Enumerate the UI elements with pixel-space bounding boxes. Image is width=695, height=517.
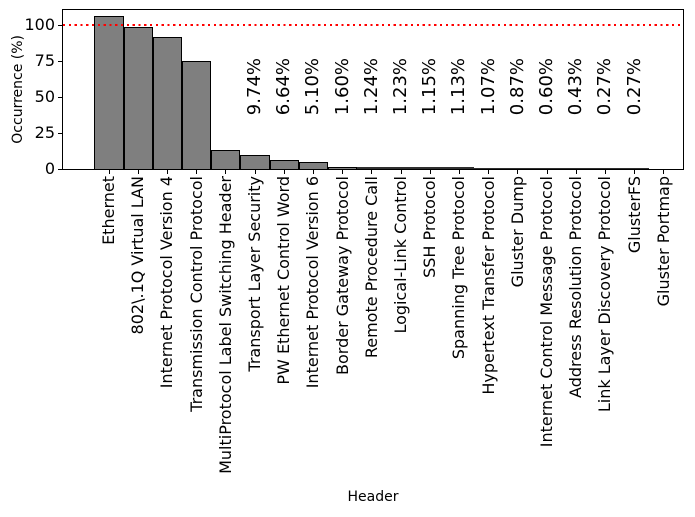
- x-tick-label-link-layer-discovery-protocol: Link Layer Discovery Protocol: [595, 176, 615, 413]
- x-tick-mark: [283, 170, 285, 174]
- bar-ethernet: [94, 16, 124, 169]
- bar-hypertext-transfer-protocol: [474, 167, 504, 169]
- bar-internet-protocol-version-4: [152, 36, 182, 169]
- y-tick-mark: [58, 60, 62, 62]
- x-tick-mark: [400, 170, 402, 174]
- bar-value-label-internet-protocol-version-6: 5.10%: [302, 57, 324, 115]
- bar-address-resolution-protocol: [561, 168, 591, 169]
- x-tick-label-gluster-dump: Gluster Dump: [507, 176, 527, 288]
- bar-glusterfs: [620, 168, 650, 169]
- bar-value-label-internet-control-message-protocol: 0.60%: [536, 57, 557, 115]
- bar-multiprotocol-label-switching-header: [211, 149, 241, 169]
- x-tick-label-pw-ethernet-control-word: PW Ethernet Control Word: [274, 176, 294, 385]
- bar-value-label-border-gateway-protocol: 1.60%: [331, 57, 353, 115]
- x-tick-label-transport-layer-security: Transport Layer Security: [245, 176, 264, 372]
- bar-transport-layer-security: [240, 155, 270, 169]
- y-tick-mark: [58, 96, 62, 98]
- bar-value-label-pw-ethernet-control-word: 6.64%: [273, 57, 295, 115]
- x-tick-label-address-resolution-protocol: Address Resolution Protocol: [566, 176, 586, 398]
- x-tick-mark: [517, 170, 519, 174]
- y-tick-mark: [58, 168, 62, 170]
- x-tick-label-gluster-portmap: Gluster Portmap: [653, 176, 673, 307]
- x-tick-label-border-gateway-protocol: Border Gateway Protocol: [332, 176, 352, 375]
- x-tick-label-internet-protocol-version-4: Internet Protocol Version 4: [157, 176, 177, 389]
- bar-link-layer-discovery-protocol: [590, 168, 620, 169]
- x-tick-label-802-1q-virtual-lan: 802\.1Q Virtual LAN: [128, 176, 148, 335]
- bar-internet-control-message-protocol: [532, 168, 562, 169]
- x-tick-mark: [342, 170, 344, 174]
- bar-pw-ethernet-control-word: [269, 159, 299, 169]
- x-tick-mark: [108, 170, 110, 174]
- y-tick-label: 100: [24, 15, 55, 35]
- bar-value-label-ssh-protocol: 1.15%: [419, 57, 441, 115]
- plot-area: 9.74% 6.64% 5.10% 1.60% 1.24% 1.23% 1.15% 1.13%…: [62, 9, 684, 170]
- x-tick-label-hypertext-transfer-protocol: Hypertext Transfer Protocol: [478, 176, 498, 395]
- x-tick-label-transmission-control-protocol: Transmission Control Protocol: [186, 176, 206, 412]
- x-tick-mark: [429, 170, 431, 174]
- bar-spanning-tree-protocol: [444, 167, 474, 169]
- x-tick-mark: [225, 170, 227, 174]
- bar-value-label-glusterfs: 0.27%: [623, 57, 645, 115]
- x-tick-label-internet-control-message-protocol: Internet Control Message Protocol: [537, 176, 556, 448]
- x-tick-mark: [371, 170, 373, 174]
- bar-value-label-hypertext-transfer-protocol: 1.07%: [477, 57, 499, 115]
- y-tick-mark: [58, 24, 62, 26]
- bar-border-gateway-protocol: [328, 166, 358, 169]
- x-tick-label-logical-link-control: Logical-Link Control: [391, 176, 410, 334]
- x-tick-label-ssh-protocol: SSH Protocol: [420, 176, 440, 278]
- x-tick-label-remote-procedure-call: Remote Procedure Call: [361, 176, 381, 359]
- x-tick-mark: [488, 170, 490, 174]
- x-tick-label-ethernet: Ethernet: [99, 176, 118, 245]
- x-tick-mark: [312, 170, 314, 174]
- bar-value-label-remote-procedure-call: 1.24%: [360, 57, 382, 115]
- x-axis-label: Header: [347, 489, 399, 505]
- x-tick-mark: [663, 170, 665, 174]
- reference-line-100pct: [63, 24, 683, 27]
- bar-ssh-protocol: [415, 167, 445, 169]
- bar-802-1q-virtual-lan: [123, 26, 153, 169]
- x-tick-mark: [137, 170, 139, 174]
- y-tick-label: 0: [44, 159, 55, 178]
- bar-internet-protocol-version-6: [298, 161, 328, 169]
- bar-value-label-link-layer-discovery-protocol: 0.27%: [594, 57, 616, 115]
- x-tick-mark: [166, 170, 168, 174]
- bar-gluster-dump: [503, 167, 533, 169]
- x-tick-mark: [575, 170, 577, 174]
- bar-value-label-transport-layer-security: 9.74%: [244, 57, 265, 115]
- x-tick-mark: [634, 170, 636, 174]
- x-tick-label-internet-protocol-version-6: Internet Protocol Version 6: [303, 176, 323, 389]
- x-tick-label-multiprotocol-label-switching-header: MultiProtocol Label Switching Header: [215, 176, 235, 474]
- x-tick-mark: [604, 170, 606, 174]
- bar-transmission-control-protocol: [182, 61, 212, 169]
- y-tick-label: 75: [34, 51, 55, 71]
- bar-logical-link-control: [386, 167, 416, 169]
- bar-remote-procedure-call: [357, 167, 387, 169]
- x-tick-mark: [458, 170, 460, 174]
- y-tick-label: 25: [34, 123, 55, 143]
- bar-value-label-spanning-tree-protocol: 1.13%: [448, 57, 470, 115]
- x-tick-label-glusterfs: GlusterFS: [624, 176, 644, 254]
- bar-value-label-address-resolution-protocol: 0.43%: [565, 57, 587, 115]
- x-tick-mark: [546, 170, 548, 174]
- y-tick-label: 50: [34, 87, 55, 107]
- x-tick-label-spanning-tree-protocol: Spanning Tree Protocol: [449, 176, 469, 360]
- bar-value-label-logical-link-control: 1.23%: [390, 57, 411, 115]
- y-tick-mark: [58, 132, 62, 134]
- bar-value-label-gluster-dump: 0.87%: [506, 57, 528, 115]
- x-tick-mark: [254, 170, 256, 174]
- x-tick-mark: [196, 170, 198, 174]
